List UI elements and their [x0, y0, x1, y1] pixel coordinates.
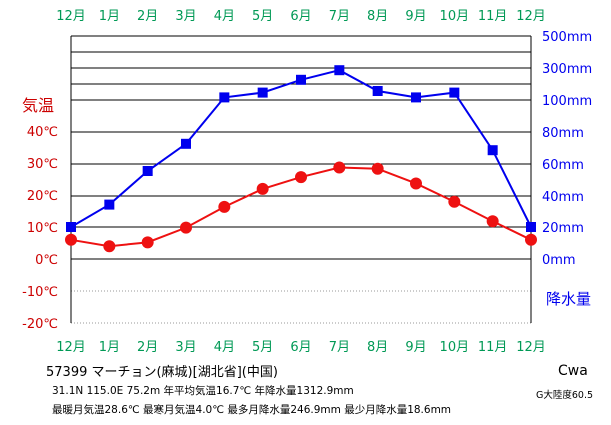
precip-tick-6: 20mm: [542, 221, 584, 236]
temp-point-10: [448, 195, 461, 208]
month-label-top-9: 9月: [405, 9, 426, 24]
month-label-bottom-3: 3月: [175, 340, 196, 355]
temp-tick-2: 20℃: [27, 189, 58, 204]
grid-lines: [70, 35, 532, 324]
temp-tick-4: 0℃: [35, 253, 58, 268]
precip-point-1: [104, 199, 115, 210]
precip-point-6: [296, 74, 306, 85]
temp-point-5: [256, 182, 269, 195]
temp-tick-1: 30℃: [27, 157, 58, 172]
precipitation-tick-labels: 500mm 300mm 100mm 80mm 60mm 40mm 20mm 0mm: [542, 30, 592, 268]
month-label-top-5: 5月: [252, 9, 273, 24]
month-labels-top: 12月 1月 2月 3月 4月 5月 6月 7月 8月 9月 10月 11月 12月: [56, 9, 546, 24]
temp-tick-5: -10℃: [22, 285, 58, 300]
temp-point-7: [333, 161, 346, 174]
precip-tick-7: 0mm: [542, 253, 576, 268]
precip-tick-0: 500mm: [542, 30, 592, 45]
precip-point-9: [411, 92, 421, 103]
precip-point-3: [181, 138, 191, 149]
month-label-bottom-5: 5月: [252, 340, 273, 355]
precip-tick-1: 300mm: [542, 62, 592, 77]
temp-point-8: [371, 162, 384, 175]
temp-point-6: [295, 171, 307, 184]
temp-point-9: [410, 177, 422, 190]
month-label-top-12: 12月: [516, 9, 546, 24]
precip-point-0: [66, 222, 76, 232]
month-label-bottom-11: 11月: [478, 340, 508, 355]
month-labels-bottom: 12月 1月 2月 3月 4月 5月 6月 7月 8月 9月 10月 11月 12月: [56, 340, 546, 355]
precip-tick-4: 60mm: [542, 158, 584, 173]
month-label-bottom-4: 4月: [214, 340, 235, 355]
temp-point-12: [525, 233, 537, 246]
precip-tick-2: 100mm: [542, 94, 592, 109]
month-label-bottom-12: 12月: [516, 340, 546, 355]
precip-point-11: [487, 145, 498, 156]
temp-tick-6: -20℃: [22, 317, 58, 332]
temperature-tick-labels: 40℃ 30℃ 20℃ 10℃ 0℃ -10℃ -20℃: [22, 125, 58, 332]
month-label-top-1: 1月: [99, 9, 120, 24]
precip-point-10: [449, 87, 460, 98]
temperature-axis-label: 気温: [22, 96, 54, 115]
month-label-top-2: 2月: [137, 9, 158, 24]
precip-tick-3: 80mm: [542, 126, 584, 141]
precip-tick-5: 40mm: [542, 190, 584, 205]
month-label-top-10: 10月: [440, 9, 470, 24]
temp-tick-3: 10℃: [27, 221, 58, 236]
month-label-bottom-1: 1月: [99, 340, 120, 355]
temp-point-0: [65, 233, 77, 246]
temperature-series: [65, 161, 537, 253]
precipitation-axis-label: 降水量: [546, 290, 591, 308]
month-label-top-11: 11月: [478, 9, 508, 24]
month-label-bottom-8: 8月: [367, 340, 388, 355]
precip-point-2: [142, 166, 153, 176]
temp-point-2: [141, 236, 154, 249]
precip-point-5: [257, 87, 268, 98]
temp-point-11: [486, 215, 499, 228]
month-label-top-6: 6月: [290, 9, 311, 24]
month-label-bottom-7: 7月: [329, 340, 350, 355]
temp-point-3: [180, 221, 192, 234]
month-label-bottom-9: 9月: [405, 340, 426, 355]
temp-point-4: [218, 200, 231, 213]
month-label-top-8: 8月: [367, 9, 388, 24]
month-label-top-3: 3月: [175, 9, 196, 24]
precip-point-4: [219, 92, 230, 103]
precip-point-7: [334, 65, 345, 76]
month-label-bottom-0: 12月: [56, 340, 86, 355]
precipitation-series: [66, 65, 536, 232]
precip-line: [70, 69, 532, 228]
month-label-bottom-2: 2月: [137, 340, 158, 355]
temp-tick-0: 40℃: [27, 125, 58, 140]
precip-point-12: [526, 222, 536, 232]
temp-point-1: [103, 240, 116, 253]
precip-point-8: [372, 86, 383, 96]
month-label-bottom-6: 6月: [290, 340, 311, 355]
month-label-top-7: 7月: [329, 9, 350, 24]
month-label-top-4: 4月: [214, 9, 235, 24]
month-label-bottom-10: 10月: [440, 340, 470, 355]
month-label-top-0: 12月: [56, 9, 86, 24]
